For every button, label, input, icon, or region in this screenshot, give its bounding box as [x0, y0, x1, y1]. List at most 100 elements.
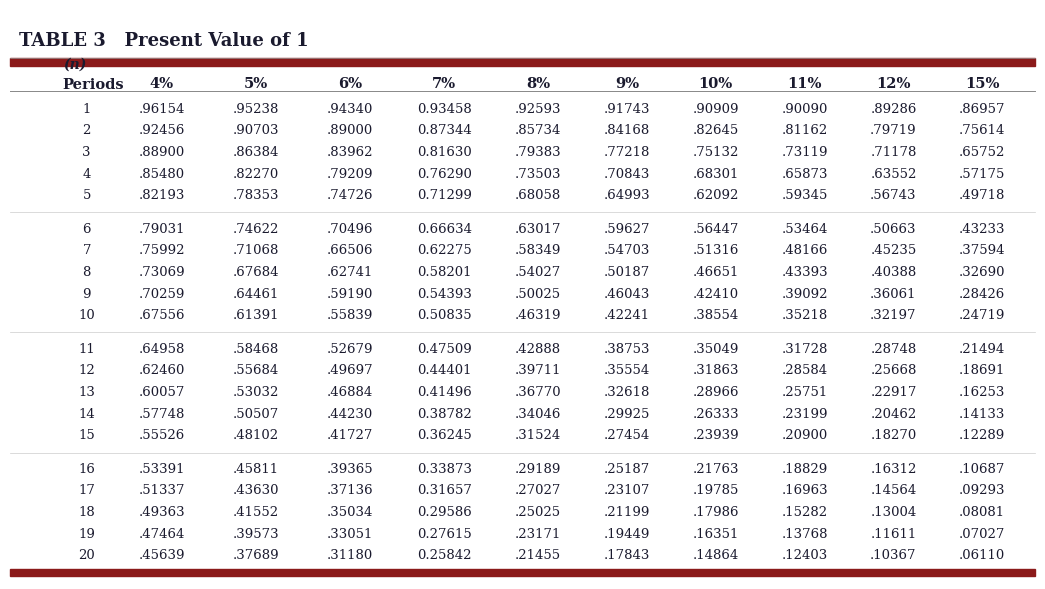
Text: .56743: .56743 — [870, 189, 916, 202]
Text: 9: 9 — [83, 287, 91, 300]
Text: .67684: .67684 — [233, 266, 279, 279]
Text: 0.44401: 0.44401 — [417, 365, 471, 378]
Text: .37689: .37689 — [233, 550, 279, 562]
Text: .38554: .38554 — [693, 309, 739, 322]
Text: 0.71299: 0.71299 — [417, 189, 471, 202]
Text: 15: 15 — [78, 429, 95, 442]
Text: .79383: .79383 — [515, 146, 561, 159]
Text: .56447: .56447 — [693, 223, 739, 236]
Text: .55839: .55839 — [327, 309, 373, 322]
Text: .14564: .14564 — [870, 484, 916, 498]
Text: .78353: .78353 — [233, 189, 279, 202]
Text: .82193: .82193 — [139, 189, 185, 202]
Text: .71068: .71068 — [233, 244, 279, 257]
Text: .74622: .74622 — [233, 223, 279, 236]
Text: .86384: .86384 — [233, 146, 279, 159]
Text: .59190: .59190 — [327, 287, 373, 300]
Text: 12: 12 — [78, 365, 95, 378]
Text: .39711: .39711 — [515, 365, 561, 378]
Text: .18691: .18691 — [959, 365, 1005, 378]
Text: 11%: 11% — [787, 77, 822, 91]
Text: .43233: .43233 — [959, 223, 1005, 236]
Text: 0.25842: 0.25842 — [417, 550, 471, 562]
Text: .42241: .42241 — [604, 309, 650, 322]
Text: .89286: .89286 — [870, 102, 916, 115]
Text: .58468: .58468 — [233, 343, 279, 356]
Text: .70843: .70843 — [604, 167, 650, 181]
Text: 0.38782: 0.38782 — [417, 408, 471, 421]
Text: .16312: .16312 — [870, 463, 916, 476]
Text: .24719: .24719 — [959, 309, 1005, 322]
Text: .82270: .82270 — [233, 167, 279, 181]
Text: .64993: .64993 — [604, 189, 650, 202]
Text: 4: 4 — [83, 167, 91, 181]
Text: .65873: .65873 — [782, 167, 828, 181]
Text: 5: 5 — [83, 189, 91, 202]
Text: 14: 14 — [78, 408, 95, 421]
Text: .58349: .58349 — [515, 244, 561, 257]
Text: 0.41496: 0.41496 — [417, 386, 471, 399]
Text: .55526: .55526 — [139, 429, 185, 442]
Text: .90703: .90703 — [233, 124, 279, 137]
Text: .42888: .42888 — [515, 343, 561, 356]
Text: 0.87344: 0.87344 — [417, 124, 471, 137]
Text: .09293: .09293 — [959, 484, 1005, 498]
Text: .21199: .21199 — [604, 506, 650, 519]
Text: .49363: .49363 — [139, 506, 185, 519]
Text: .28966: .28966 — [693, 386, 739, 399]
Text: 6%: 6% — [338, 77, 363, 91]
Text: (n): (n) — [63, 58, 86, 72]
Text: .57175: .57175 — [959, 167, 1005, 181]
Text: .11611: .11611 — [870, 528, 916, 541]
Text: 13: 13 — [78, 386, 95, 399]
Text: .64461: .64461 — [233, 287, 279, 300]
Text: 18: 18 — [78, 506, 95, 519]
Text: .19449: .19449 — [604, 528, 650, 541]
Text: 8%: 8% — [526, 77, 551, 91]
Text: .31524: .31524 — [515, 429, 561, 442]
Text: .90090: .90090 — [782, 102, 828, 115]
Text: 0.58201: 0.58201 — [417, 266, 471, 279]
Text: .46319: .46319 — [515, 309, 561, 322]
Text: .59345: .59345 — [782, 189, 828, 202]
Text: .37594: .37594 — [959, 244, 1005, 257]
Text: .95238: .95238 — [233, 102, 279, 115]
Text: .50025: .50025 — [515, 287, 561, 300]
Text: 0.81630: 0.81630 — [417, 146, 471, 159]
Text: .44230: .44230 — [327, 408, 373, 421]
Text: 0.54393: 0.54393 — [417, 287, 471, 300]
Text: 4%: 4% — [149, 77, 175, 91]
Text: 0.50835: 0.50835 — [417, 309, 471, 322]
Text: .23939: .23939 — [693, 429, 739, 442]
Text: 16: 16 — [78, 463, 95, 476]
Text: .20900: .20900 — [782, 429, 828, 442]
Text: .75614: .75614 — [959, 124, 1005, 137]
Text: .79209: .79209 — [327, 167, 373, 181]
Text: 8: 8 — [83, 266, 91, 279]
Text: .70496: .70496 — [327, 223, 373, 236]
Text: .38753: .38753 — [604, 343, 650, 356]
Text: .41727: .41727 — [327, 429, 373, 442]
Text: 6: 6 — [83, 223, 91, 236]
Text: .28584: .28584 — [782, 365, 828, 378]
Text: .48102: .48102 — [233, 429, 279, 442]
Text: .79719: .79719 — [870, 124, 916, 137]
Text: 1: 1 — [83, 102, 91, 115]
Text: 0.66634: 0.66634 — [417, 223, 471, 236]
Text: .31728: .31728 — [782, 343, 828, 356]
Text: 0.27615: 0.27615 — [417, 528, 471, 541]
Text: .84168: .84168 — [604, 124, 650, 137]
Text: .21455: .21455 — [515, 550, 561, 562]
Text: .64958: .64958 — [139, 343, 185, 356]
Text: 9%: 9% — [614, 77, 640, 91]
Text: .12403: .12403 — [782, 550, 828, 562]
Text: .59627: .59627 — [604, 223, 650, 236]
Text: .62460: .62460 — [139, 365, 185, 378]
Text: .68058: .68058 — [515, 189, 561, 202]
Text: .20462: .20462 — [870, 408, 916, 421]
Text: .18270: .18270 — [870, 429, 916, 442]
Text: .29189: .29189 — [515, 463, 561, 476]
Text: .55684: .55684 — [233, 365, 279, 378]
Text: .75992: .75992 — [139, 244, 185, 257]
Text: .23199: .23199 — [782, 408, 828, 421]
